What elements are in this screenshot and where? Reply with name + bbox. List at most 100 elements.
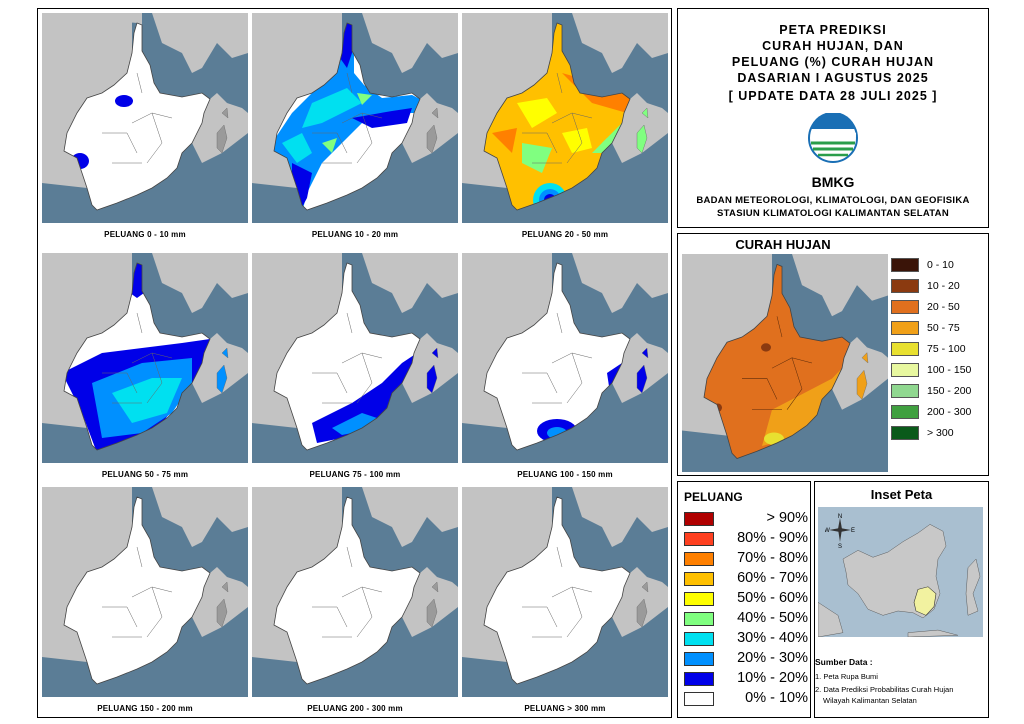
outside-land <box>42 253 248 428</box>
outside-land <box>462 13 668 188</box>
outside-land <box>252 487 458 662</box>
outside-land <box>682 254 888 436</box>
prob-swatch <box>684 612 714 626</box>
map-svg <box>42 13 248 223</box>
prob-label: 20% - 30% <box>737 650 808 666</box>
rain-label: 200 - 300 <box>927 406 972 418</box>
outside-land <box>42 13 248 188</box>
outside-land <box>252 253 458 428</box>
map-caption: PELUANG 10 - 20 mm <box>311 230 399 239</box>
inset-title: Inset Peta <box>870 487 933 502</box>
prob-swatch <box>684 652 714 666</box>
compass-s: S <box>838 544 842 548</box>
outside-land <box>252 13 458 188</box>
prob-label: 30% - 40% <box>737 630 808 646</box>
outside-land <box>612 333 668 403</box>
map-caption: PELUANG 100 - 150 mm <box>517 470 613 479</box>
rainfall-title: CURAH HUJAN <box>735 237 831 252</box>
rain-label: 50 - 75 <box>927 322 960 334</box>
map-peluang-100-150: PELUANG 100 - 150 mm <box>462 253 668 479</box>
prob-swatch <box>684 572 714 586</box>
prob-swatch <box>684 592 714 606</box>
map-svg <box>42 487 248 697</box>
map-peluang-0-10: PELUANG 0 - 10 mm <box>42 13 248 239</box>
prediction-maps-panel: PELUANG 0 - 10 mm PELUANG 10 - 20 mm <box>37 8 672 718</box>
map-caption: PELUANG 75 - 100 mm <box>309 470 401 479</box>
outside-land <box>402 333 458 403</box>
title-line-3: PELUANG (%) CURAH HUJAN <box>731 55 935 69</box>
map-peluang-75-100: PELUANG 75 - 100 mm <box>252 253 458 479</box>
prob-label: 60% - 70% <box>737 570 808 586</box>
source-2: 2. Data Prediksi Probabilitas Curah Huja… <box>815 685 954 694</box>
map-peluang-150-200: PELUANG 150 - 200 mm <box>42 487 248 713</box>
map-caption: PELUANG 150 - 200 mm <box>97 704 193 713</box>
outside-land <box>612 93 668 163</box>
source-3: Wilayah Kalimantan Selatan <box>823 696 917 705</box>
map-caption: PELUANG 20 - 50 mm <box>521 230 609 239</box>
map-peluang-10-20: PELUANG 10 - 20 mm <box>252 13 458 239</box>
rain-label: 20 - 50 <box>927 301 960 313</box>
prob-label: > 90% <box>766 510 808 526</box>
title-line-5: [ UPDATE DATA 28 JULI 2025 ] <box>728 89 938 103</box>
rainfall-map <box>682 254 888 472</box>
rain-label: 75 - 100 <box>927 343 966 355</box>
prob-swatch <box>684 692 714 706</box>
map-svg <box>462 13 668 223</box>
map-caption: PELUANG 200 - 300 mm <box>307 704 403 713</box>
title-panel: PETA PREDIKSI CURAH HUJAN, DAN PELUANG (… <box>677 8 989 228</box>
prob-label: 40% - 50% <box>737 610 808 626</box>
map-peluang-50-75: PELUANG 50 - 75 mm <box>42 253 248 479</box>
map-caption: PELUANG 50 - 75 mm <box>101 470 189 479</box>
rain-swatch <box>891 321 919 335</box>
map-svg <box>252 13 458 223</box>
map-svg <box>462 253 668 463</box>
compass-n: N <box>838 514 842 520</box>
prob-swatch <box>684 672 714 686</box>
title-line-1: PETA PREDIKSI <box>779 23 887 37</box>
rain-label: 100 - 150 <box>927 364 972 376</box>
probability-legend-title: PELUANG <box>684 490 743 504</box>
prob-label: 10% - 20% <box>737 670 808 686</box>
title-line-4: DASARIAN I AGUSTUS 2025 <box>737 71 929 85</box>
map-caption: PELUANG 0 - 10 mm <box>104 230 186 239</box>
rainfall-panel: CURAH HUJAN 0 - 10 10 - 20 20 - 50 50 - … <box>677 233 989 476</box>
prob-label: 80% - 90% <box>737 530 808 546</box>
outside-land <box>462 487 668 662</box>
source-1: 1. Peta Rupa Bumi <box>815 672 878 681</box>
rain-swatch <box>891 405 919 419</box>
rain-label: > 300 <box>927 427 954 439</box>
rain-label: 10 - 20 <box>927 280 960 292</box>
compass-e: E <box>851 528 855 534</box>
prob-swatch <box>684 532 714 546</box>
bmkg-logo-icon <box>808 113 858 163</box>
prob-swatch <box>684 632 714 646</box>
outside-land <box>192 333 248 403</box>
map-svg <box>42 253 248 463</box>
map-svg <box>252 253 458 463</box>
rain-swatch <box>891 384 919 398</box>
rain-swatch <box>891 258 919 272</box>
inset-map <box>818 507 983 637</box>
rain-label: 0 - 10 <box>927 259 954 271</box>
source-title: Sumber Data : <box>815 657 873 667</box>
map-caption: PELUANG > 300 mm <box>524 704 606 713</box>
map-svg <box>252 487 458 697</box>
inset-panel: Inset Peta N S E W Sumber Data : 1. Peta… <box>814 481 989 718</box>
probability-legend: PELUANG > 90% 80% - 90% 70% - 80% 60% - … <box>677 481 811 718</box>
bmkg-logo-text: BMKG <box>811 174 855 190</box>
prob-swatch <box>684 552 714 566</box>
map-peluang-200-300: PELUANG 200 - 300 mm <box>252 487 458 713</box>
outside-land <box>462 253 668 428</box>
map-peluang-above-300: PELUANG > 300 mm <box>462 487 668 713</box>
map-peluang-20-50: PELUANG 20 - 50 mm <box>462 13 668 239</box>
rain-swatch <box>891 342 919 356</box>
outside-land <box>832 337 888 410</box>
rain-swatch <box>891 300 919 314</box>
rain-swatch <box>891 426 919 440</box>
map-svg <box>462 487 668 697</box>
outside-land <box>192 93 248 163</box>
org-name: BADAN METEOROLOGI, KLIMATOLOGI, DAN GEOF… <box>696 195 970 206</box>
compass-icon: N S E W <box>825 514 855 548</box>
prob-label: 70% - 80% <box>737 550 808 566</box>
rain-label: 150 - 200 <box>927 385 972 397</box>
